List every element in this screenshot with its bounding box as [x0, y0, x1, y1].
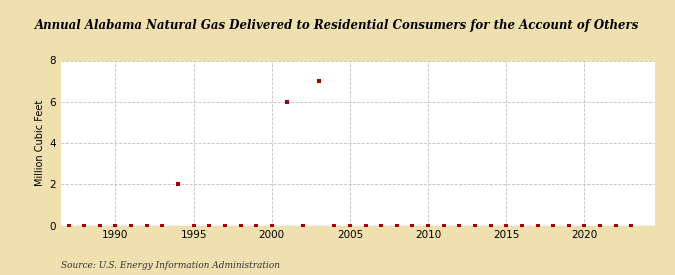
Point — [95, 223, 105, 228]
Point — [126, 223, 136, 228]
Point — [423, 223, 433, 228]
Point — [407, 223, 418, 228]
Point — [141, 223, 152, 228]
Point — [250, 223, 261, 228]
Text: Annual Alabama Natural Gas Delivered to Residential Consumers for the Account of: Annual Alabama Natural Gas Delivered to … — [35, 19, 640, 32]
Point — [501, 223, 512, 228]
Point — [79, 223, 90, 228]
Point — [547, 223, 558, 228]
Point — [204, 223, 215, 228]
Point — [267, 223, 277, 228]
Point — [516, 223, 527, 228]
Point — [313, 79, 324, 83]
Point — [579, 223, 590, 228]
Point — [376, 223, 387, 228]
Point — [219, 223, 230, 228]
Point — [470, 223, 481, 228]
Point — [298, 223, 308, 228]
Point — [485, 223, 496, 228]
Point — [532, 223, 543, 228]
Point — [392, 223, 402, 228]
Point — [344, 223, 355, 228]
Point — [438, 223, 449, 228]
Y-axis label: Million Cubic Feet: Million Cubic Feet — [35, 100, 45, 186]
Point — [626, 223, 637, 228]
Point — [564, 223, 574, 228]
Text: Source: U.S. Energy Information Administration: Source: U.S. Energy Information Administ… — [61, 260, 279, 270]
Point — [282, 100, 293, 104]
Point — [595, 223, 605, 228]
Point — [63, 223, 74, 228]
Point — [157, 223, 168, 228]
Point — [454, 223, 465, 228]
Point — [329, 223, 340, 228]
Point — [360, 223, 371, 228]
Point — [235, 223, 246, 228]
Point — [188, 223, 199, 228]
Point — [173, 182, 184, 186]
Point — [610, 223, 621, 228]
Point — [110, 223, 121, 228]
